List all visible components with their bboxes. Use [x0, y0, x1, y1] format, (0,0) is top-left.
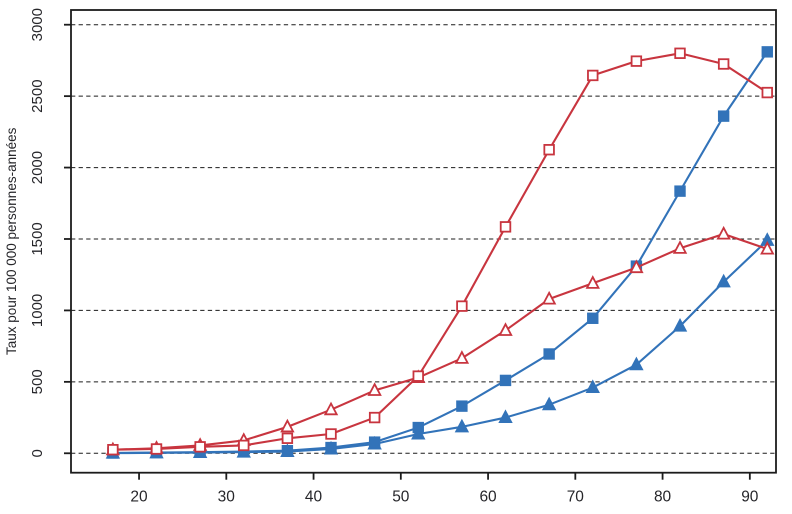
y-tick-label: 3000 [29, 8, 46, 41]
marker-blue-filled-triangle [672, 318, 688, 332]
marker-red-open-triangle [672, 240, 688, 254]
series-line-red-open-square [111, 52, 769, 451]
marker-blue-filled-triangle [541, 396, 557, 411]
y-tick-label: 2000 [29, 151, 46, 184]
marker-red-open-square [717, 58, 730, 70]
marker-blue-filled-triangle [585, 379, 600, 394]
x-tick-label: 40 [305, 489, 323, 506]
y-axis-title: Taux pour 100 000 personnes-années [4, 127, 19, 355]
marker-red-open-triangle [323, 401, 339, 416]
x-tick-label: 20 [130, 489, 148, 506]
x-tick-label: 80 [654, 489, 672, 506]
marker-red-open-square [368, 411, 381, 424]
marker-red-open-triangle [629, 259, 644, 274]
marker-blue-filled-square [543, 348, 555, 360]
marker-blue-filled-square [499, 374, 512, 387]
marker-red-open-square [499, 221, 512, 233]
marker-red-open-square [587, 69, 599, 82]
marker-red-open-square [107, 444, 119, 456]
marker-red-open-square [456, 300, 468, 312]
marker-blue-filled-square [717, 110, 730, 122]
marker-red-open-triangle [760, 240, 775, 255]
marker-blue-filled-triangle [498, 409, 513, 424]
marker-blue-filled-square [456, 400, 468, 412]
marker-red-open-square [674, 47, 686, 59]
marker-red-open-triangle [541, 290, 557, 305]
series-line-blue-filled-triangle [111, 239, 769, 455]
y-tick-label: 500 [29, 369, 46, 394]
x-tick-label: 90 [741, 489, 759, 506]
marker-red-open-square [281, 432, 294, 444]
y-tick-label: 1000 [29, 294, 46, 327]
marker-blue-filled-triangle [454, 418, 470, 433]
x-tick-label: 70 [567, 489, 585, 506]
marker-blue-filled-square [281, 445, 294, 457]
y-tick-label: 2500 [29, 79, 46, 112]
marker-red-open-triangle [367, 382, 382, 396]
y-tick-label: 1500 [29, 222, 46, 255]
marker-red-open-square [150, 443, 163, 455]
marker-red-open-triangle [498, 322, 513, 336]
marker-blue-filled-square [587, 312, 599, 324]
marker-red-open-square [325, 428, 337, 440]
marker-blue-filled-square [674, 185, 686, 197]
marker-red-open-triangle [585, 275, 600, 289]
x-tick-label: 50 [392, 489, 410, 506]
marker-red-open-square [238, 439, 250, 452]
marker-red-open-square [630, 55, 643, 67]
marker-blue-filled-triangle [629, 356, 644, 371]
marker-red-open-triangle [280, 418, 295, 433]
marker-red-open-triangle [454, 350, 470, 364]
x-tick-label: 60 [479, 489, 497, 506]
marker-red-open-triangle [716, 225, 731, 240]
plot-border [70, 9, 777, 474]
x-tick-label: 30 [218, 489, 236, 506]
marker-red-open-square [543, 144, 555, 156]
marker-blue-filled-square [368, 436, 381, 448]
marker-red-open-square [412, 370, 424, 382]
marker-red-open-square [194, 441, 206, 453]
marker-blue-filled-square [325, 441, 337, 454]
marker-blue-filled-square [412, 421, 424, 434]
y-tick-label: 0 [29, 449, 46, 457]
series-line-blue-filled-square [111, 50, 769, 455]
marker-blue-filled-square [761, 46, 773, 58]
marker-red-open-square [761, 86, 773, 99]
series-line-red-open-triangle [111, 232, 769, 451]
marker-blue-filled-triangle [716, 273, 731, 288]
